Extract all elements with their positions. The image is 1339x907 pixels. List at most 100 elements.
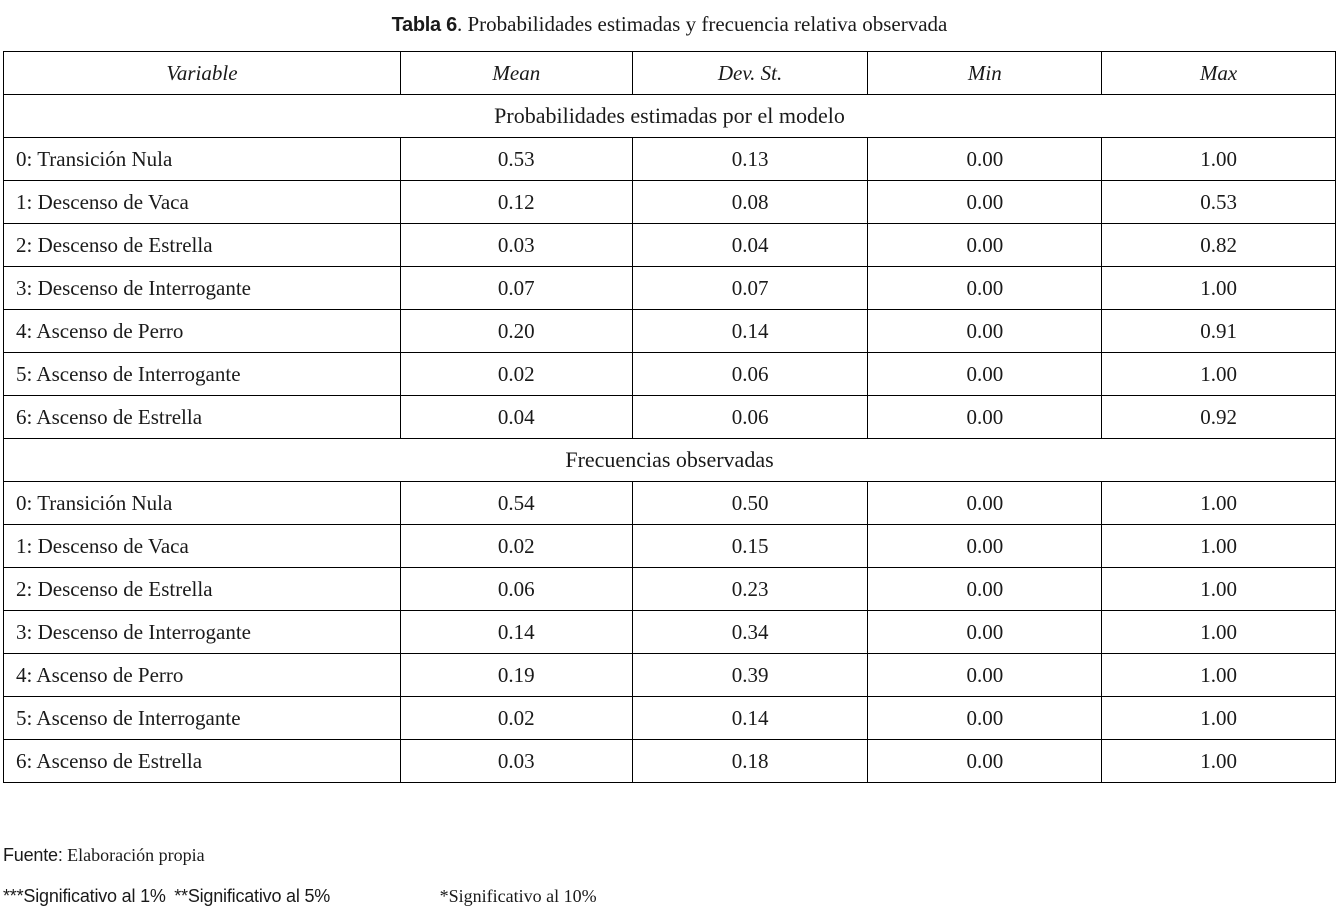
value-cell: 0.00 (867, 309, 1103, 354)
value-cell: 0.12 (399, 180, 633, 225)
variable-cell: 3: Descenso de Interrogante (3, 610, 401, 655)
value-cell: 0.39 (631, 653, 869, 698)
table-number-label: Tabla 6 (391, 14, 458, 36)
value-cell: 0.07 (631, 266, 869, 311)
value-cell: 0.00 (867, 610, 1103, 655)
value-cell: 0.04 (399, 395, 633, 440)
value-cell: 0.00 (867, 524, 1103, 569)
table-row: 1: Descenso de Vaca 0.02 0.15 0.00 1.00 (3, 524, 1336, 569)
value-cell: 0.06 (631, 352, 869, 397)
value-cell: 1.00 (1101, 610, 1336, 655)
table-row: 2: Descenso de Estrella 0.03 0.04 0.00 0.82 (3, 223, 1336, 268)
column-header-min: Min (867, 51, 1103, 96)
table-row: 6: Ascenso de Estrella 0.03 0.18 0.00 1.00 (3, 739, 1336, 784)
table-row: 6: Ascenso de Estrella 0.04 0.06 0.00 0.92 (3, 395, 1336, 440)
value-cell: 0.04 (631, 223, 869, 268)
variable-cell: 0: Transición Nula (3, 481, 401, 526)
value-cell: 1.00 (1101, 352, 1336, 397)
significance-1pct: ***Significativo al 1% (3, 886, 166, 907)
table-row: 0: Transición Nula 0.54 0.50 0.00 1.00 (3, 481, 1336, 526)
value-cell: 1.00 (1101, 481, 1336, 526)
significance-note: ***Significativo al 1% **Significativo a… (3, 886, 1336, 907)
value-cell: 0.13 (631, 137, 869, 182)
value-cell: 0.00 (867, 352, 1103, 397)
value-cell: 0.07 (399, 266, 633, 311)
variable-cell: 0: Transición Nula (3, 137, 401, 182)
value-cell: 0.00 (867, 567, 1103, 612)
table-row: 1: Descenso de Vaca 0.12 0.08 0.00 0.53 (3, 180, 1336, 225)
value-cell: 0.00 (867, 137, 1103, 182)
significance-5pct: **Significativo al 5% (174, 886, 331, 907)
value-cell: 0.00 (867, 266, 1103, 311)
value-cell: 0.06 (631, 395, 869, 440)
value-cell: 0.00 (867, 653, 1103, 698)
section-title: Probabilidades estimadas por el modelo (3, 94, 1336, 139)
table-row: 4: Ascenso de Perro 0.20 0.14 0.00 0.91 (3, 309, 1336, 354)
value-cell: 0.00 (867, 223, 1103, 268)
table-title: Tabla 6. Probabilidades estimadas y frec… (3, 12, 1336, 37)
table-row: 5: Ascenso de Interrogante 0.02 0.14 0.00 1.… (3, 696, 1336, 741)
variable-cell: 1: Descenso de Vaca (3, 524, 401, 569)
value-cell: 0.34 (631, 610, 869, 655)
value-cell: 0.19 (399, 653, 633, 698)
source-note: Fuente: Elaboración propia (3, 845, 1336, 866)
value-cell: 0.00 (867, 395, 1103, 440)
value-cell: 0.20 (399, 309, 633, 354)
value-cell: 0.00 (867, 696, 1103, 741)
value-cell: 0.50 (631, 481, 869, 526)
value-cell: 0.15 (631, 524, 869, 569)
section-header-row: Probabilidades estimadas por el modelo (3, 94, 1336, 139)
table-row: 2: Descenso de Estrella 0.06 0.23 0.00 1.00 (3, 567, 1336, 612)
variable-cell: 2: Descenso de Estrella (3, 567, 401, 612)
value-cell: 1.00 (1101, 739, 1336, 784)
column-header-mean: Mean (399, 51, 633, 96)
significance-10pct: *Significativo al 10% (439, 886, 597, 907)
table-row: 5: Ascenso de Interrogante 0.02 0.06 0.00 1.… (3, 352, 1336, 397)
stats-table: Variable Mean Dev. St. Min Max Probabili… (3, 51, 1336, 784)
section-title: Frecuencias observadas (3, 438, 1336, 483)
value-cell: 0.00 (867, 739, 1103, 784)
value-cell: 0.08 (631, 180, 869, 225)
value-cell: 0.92 (1101, 395, 1336, 440)
table-row: 4: Ascenso de Perro 0.19 0.39 0.00 1.00 (3, 653, 1336, 698)
source-text: Elaboración propia (67, 845, 205, 866)
value-cell: 1.00 (1101, 266, 1336, 311)
value-cell: 0.02 (399, 696, 633, 741)
value-cell: 0.03 (399, 223, 633, 268)
variable-cell: 3: Descenso de Interrogante (3, 266, 401, 311)
source-label: Fuente: (3, 845, 63, 866)
variable-cell: 5: Ascenso de Interrogante (3, 352, 401, 397)
value-cell: 0.54 (399, 481, 633, 526)
header-row: Variable Mean Dev. St. Min Max (3, 51, 1336, 96)
table-row: 3: Descenso de Interrogante 0.07 0.07 0.00 1… (3, 266, 1336, 311)
value-cell: 0.23 (631, 567, 869, 612)
value-cell: 0.03 (399, 739, 633, 784)
value-cell: 0.91 (1101, 309, 1336, 354)
table-row: 0: Transición Nula 0.53 0.13 0.00 1.00 (3, 137, 1336, 182)
variable-cell: 6: Ascenso de Estrella (3, 395, 401, 440)
value-cell: 0.14 (631, 696, 869, 741)
variable-cell: 1: Descenso de Vaca (3, 180, 401, 225)
value-cell: 0.02 (399, 524, 633, 569)
variable-cell: 2: Descenso de Estrella (3, 223, 401, 268)
column-header-max: Max (1101, 51, 1336, 96)
section-header-row: Frecuencias observadas (3, 438, 1336, 483)
value-cell: 1.00 (1101, 653, 1336, 698)
column-header-dev-st: Dev. St. (631, 51, 869, 96)
value-cell: 0.14 (631, 309, 869, 354)
table-row: 3: Descenso de Interrogante 0.14 0.34 0.00 1… (3, 610, 1336, 655)
value-cell: 1.00 (1101, 567, 1336, 612)
variable-cell: 4: Ascenso de Perro (3, 653, 401, 698)
value-cell: 0.18 (631, 739, 869, 784)
variable-cell: 6: Ascenso de Estrella (3, 739, 401, 784)
value-cell: 0.53 (399, 137, 633, 182)
value-cell: 0.82 (1101, 223, 1336, 268)
value-cell: 0.14 (399, 610, 633, 655)
table-body: Probabilidades estimadas por el modelo 0:… (3, 94, 1336, 784)
value-cell: 1.00 (1101, 524, 1336, 569)
value-cell: 0.00 (867, 481, 1103, 526)
variable-cell: 4: Ascenso de Perro (3, 309, 401, 354)
value-cell: 0.00 (867, 180, 1103, 225)
variable-cell: 5: Ascenso de Interrogante (3, 696, 401, 741)
